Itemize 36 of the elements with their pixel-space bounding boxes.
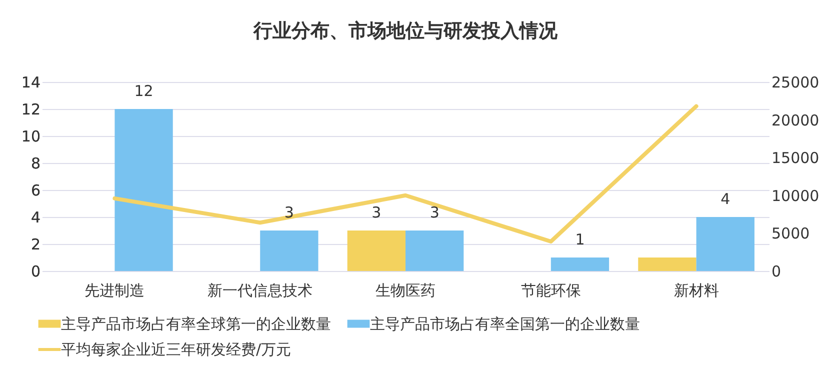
y2-tick-label: 25000 (772, 74, 820, 92)
data-label: 12 (134, 82, 154, 100)
data-label: 3 (372, 204, 382, 222)
bar (347, 230, 406, 271)
x-tick-label: 先进制造 (84, 282, 145, 300)
x-tick-label: 生物医药 (376, 282, 436, 300)
data-label: 4 (720, 190, 730, 208)
chart-title: 行业分布、市场地位与研发投入情况 (252, 20, 558, 42)
y-tick-label: 14 (21, 74, 40, 92)
y2-tick-label: 0 (772, 262, 782, 280)
y2-tick-label: 10000 (772, 186, 820, 205)
y-tick-label: 10 (21, 128, 40, 146)
y2-tick-label: 20000 (772, 111, 820, 130)
line-series (112, 104, 698, 244)
data-label: 1 (575, 230, 585, 248)
y-tick-label: 4 (30, 208, 40, 226)
legend-label: 主导产品市场占有率全国第一的企业数量 (370, 314, 640, 333)
y-tick-label: 0 (30, 262, 40, 280)
y-tick-label: 8 (30, 154, 40, 172)
bar (638, 258, 696, 271)
x-tick-label: 新一代信息技术 (208, 282, 313, 300)
bar (114, 109, 173, 271)
y2-tick-label: 5000 (772, 224, 810, 243)
x-tick-label: 节能环保 (520, 282, 581, 300)
y-tick-label: 6 (30, 182, 40, 200)
y-tick-label: 12 (21, 100, 40, 118)
bar (260, 230, 318, 271)
bar (550, 258, 610, 271)
legend-label: 主导产品市场占有率全球第一的企业数量 (61, 314, 331, 333)
data-label: 3 (430, 204, 440, 222)
y2-tick-label: 15000 (772, 149, 820, 168)
bar (696, 217, 754, 271)
bar (406, 230, 464, 271)
x-tick-label: 新材料 (674, 282, 719, 300)
y-tick-label: 2 (30, 236, 40, 254)
legend-label: 平均每家企业近三年研发经费/万元 (61, 340, 292, 358)
